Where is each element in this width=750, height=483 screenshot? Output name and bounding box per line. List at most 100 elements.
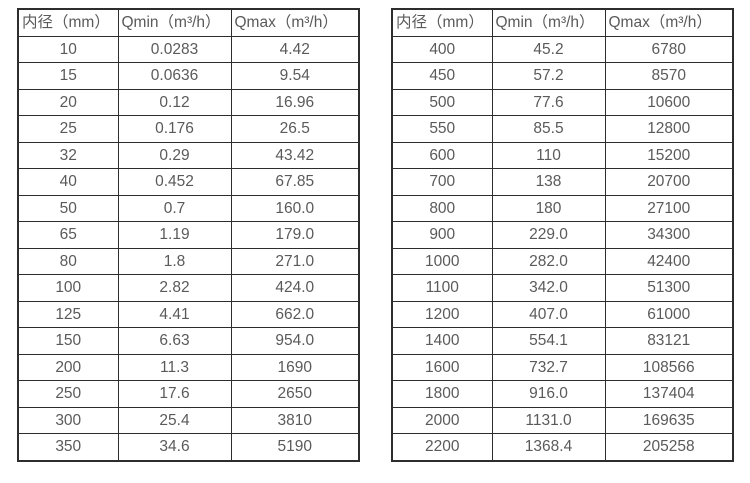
table-cell: 1.19 <box>117 221 232 249</box>
table-cell: 15200 <box>604 141 734 169</box>
table-cell: 800 <box>391 194 493 222</box>
table-cell: 15 <box>17 62 119 90</box>
table-row: 1200 407.0 61000 <box>391 300 734 328</box>
table-row: 1800 916.0 137404 <box>391 380 734 408</box>
table-row: 400 45.2 6780 <box>391 35 734 63</box>
table-row: 900 229.0 34300 <box>391 221 734 249</box>
table-row: 2200 1368.4 205258 <box>391 433 734 461</box>
header-row: 内径（mm） Qmin（m³/h） Qmax（m³/h） <box>17 8 360 37</box>
table-cell: 954.0 <box>230 327 360 355</box>
table-cell: 300 <box>17 406 119 434</box>
table-row: 125 4.41 662.0 <box>17 300 360 328</box>
table-header: 内径（mm） Qmin（m³/h） Qmax（m³/h） <box>17 8 360 37</box>
table-body: 10 0.0283 4.42 15 0.0636 9.54 20 0.12 16.96 25 0.1… <box>17 35 360 461</box>
table-cell: 138 <box>491 168 606 196</box>
table-cell: 2650 <box>230 380 360 408</box>
table-row: 150 6.63 954.0 <box>17 327 360 355</box>
table-row: 65 1.19 179.0 <box>17 221 360 249</box>
table-cell: 20700 <box>604 168 734 196</box>
table-row: 15 0.0636 9.54 <box>17 62 360 90</box>
table-cell: 34.6 <box>117 433 232 461</box>
table-cell: 57.2 <box>491 62 606 90</box>
table-cell: 160.0 <box>230 194 360 222</box>
table-cell: 12800 <box>604 115 734 143</box>
table-cell: 25 <box>17 115 119 143</box>
table-cell: 229.0 <box>491 221 606 249</box>
table-cell: 17.6 <box>117 380 232 408</box>
column-header-qmax: Qmax（m³/h） <box>230 8 360 37</box>
table-row: 500 77.6 10600 <box>391 88 734 116</box>
table-row: 800 180 27100 <box>391 194 734 222</box>
table-cell: 1000 <box>391 247 493 275</box>
table-cell: 2.82 <box>117 274 232 302</box>
table-cell: 83121 <box>604 327 734 355</box>
table-cell: 85.5 <box>491 115 606 143</box>
table-cell: 25.4 <box>117 406 232 434</box>
table-cell: 1131.0 <box>491 406 606 434</box>
table-row: 80 1.8 271.0 <box>17 247 360 275</box>
table-cell: 1.8 <box>117 247 232 275</box>
table-header: 内径（mm） Qmin（m³/h） Qmax（m³/h） <box>391 8 734 37</box>
table-cell: 916.0 <box>491 380 606 408</box>
table-cell: 4.41 <box>117 300 232 328</box>
table-cell: 200 <box>17 353 119 381</box>
table-cell: 1100 <box>391 274 493 302</box>
header-row: 内径（mm） Qmin（m³/h） Qmax（m³/h） <box>391 8 734 37</box>
table-cell: 43.42 <box>230 141 360 169</box>
table-row: 1000 282.0 42400 <box>391 247 734 275</box>
table-cell: 180 <box>491 194 606 222</box>
table-cell: 65 <box>17 221 119 249</box>
table-cell: 110 <box>491 141 606 169</box>
table-cell: 0.452 <box>117 168 232 196</box>
table-row: 10 0.0283 4.42 <box>17 35 360 63</box>
table-cell: 3810 <box>230 406 360 434</box>
table-cell: 500 <box>391 88 493 116</box>
table-cell: 125 <box>17 300 119 328</box>
table-row: 25 0.176 26.5 <box>17 115 360 143</box>
flow-range-tables-container: 内径（mm） Qmin（m³/h） Qmax（m³/h） 10 0.0283 4.4… <box>17 8 734 462</box>
table-cell: 0.0283 <box>117 35 232 63</box>
table-cell: 1800 <box>391 380 493 408</box>
table-cell: 45.2 <box>491 35 606 63</box>
table-cell: 80 <box>17 247 119 275</box>
table-cell: 1690 <box>230 353 360 381</box>
table-cell: 1368.4 <box>491 433 606 461</box>
table-row: 600 110 15200 <box>391 141 734 169</box>
table-cell: 205258 <box>604 433 734 461</box>
table-cell: 732.7 <box>491 353 606 381</box>
table-row: 32 0.29 43.42 <box>17 141 360 169</box>
table-row: 100 2.82 424.0 <box>17 274 360 302</box>
table-cell: 10600 <box>604 88 734 116</box>
flow-range-table-large-diameters: 内径（mm） Qmin（m³/h） Qmax（m³/h） 400 45.2 6780… <box>391 8 734 462</box>
table-cell: 250 <box>17 380 119 408</box>
table-cell: 700 <box>391 168 493 196</box>
table-cell: 20 <box>17 88 119 116</box>
table-cell: 108566 <box>604 353 734 381</box>
table-cell: 0.12 <box>117 88 232 116</box>
table-row: 550 85.5 12800 <box>391 115 734 143</box>
table-row: 1600 732.7 108566 <box>391 353 734 381</box>
table-cell: 2000 <box>391 406 493 434</box>
table-cell: 51300 <box>604 274 734 302</box>
table-cell: 26.5 <box>230 115 360 143</box>
table-cell: 150 <box>17 327 119 355</box>
table-cell: 554.1 <box>491 327 606 355</box>
table-cell: 5190 <box>230 433 360 461</box>
table-cell: 424.0 <box>230 274 360 302</box>
table-cell: 32 <box>17 141 119 169</box>
table-row: 1100 342.0 51300 <box>391 274 734 302</box>
table-cell: 179.0 <box>230 221 360 249</box>
table-cell: 16.96 <box>230 88 360 116</box>
table-cell: 550 <box>391 115 493 143</box>
table-cell: 6.63 <box>117 327 232 355</box>
table-cell: 271.0 <box>230 247 360 275</box>
flow-range-table-small-diameters: 内径（mm） Qmin（m³/h） Qmax（m³/h） 10 0.0283 4.4… <box>17 8 360 462</box>
table-cell: 342.0 <box>491 274 606 302</box>
table-cell: 137404 <box>604 380 734 408</box>
table-cell: 40 <box>17 168 119 196</box>
table-row: 40 0.452 67.85 <box>17 168 360 196</box>
table-row: 250 17.6 2650 <box>17 380 360 408</box>
table-cell: 6780 <box>604 35 734 63</box>
column-header-qmax: Qmax（m³/h） <box>604 8 734 37</box>
table-cell: 407.0 <box>491 300 606 328</box>
